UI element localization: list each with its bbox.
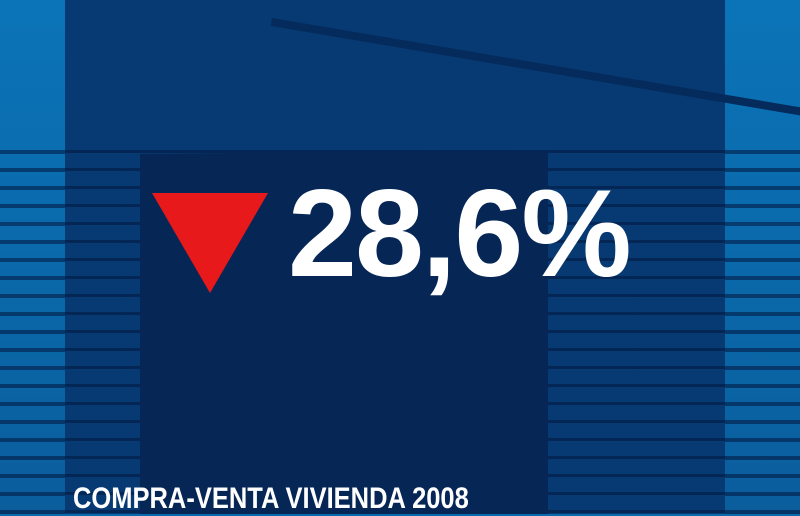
down-triangle-icon — [152, 193, 268, 293]
percentage-value: 28,6% — [288, 165, 632, 303]
caption-title: COMPRA-VENTA VIVIENDA 2008 — [73, 482, 469, 515]
